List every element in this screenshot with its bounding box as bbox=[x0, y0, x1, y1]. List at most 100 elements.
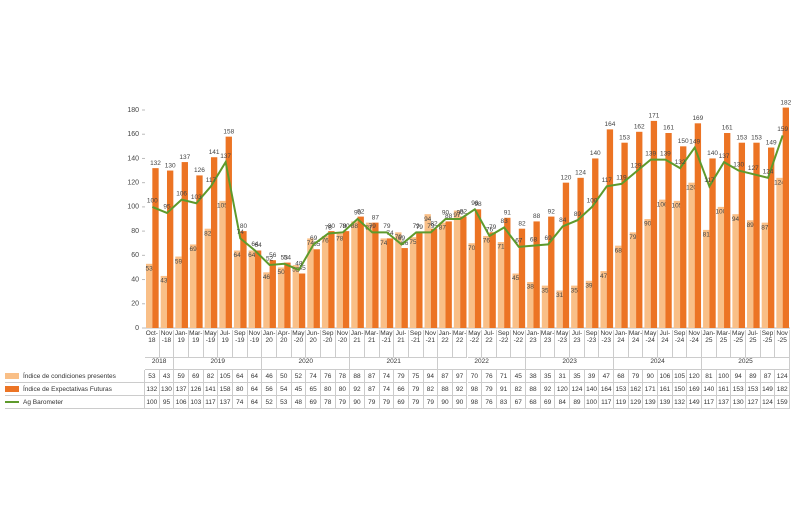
bar bbox=[600, 271, 607, 328]
category-label: Jul-22 bbox=[482, 330, 497, 358]
bar bbox=[474, 209, 482, 328]
bar bbox=[776, 177, 783, 328]
table-value: 79 bbox=[408, 383, 424, 396]
bar bbox=[409, 237, 417, 328]
table-value: 103 bbox=[188, 396, 204, 409]
table-value: 149 bbox=[760, 383, 776, 396]
table-value: 79 bbox=[379, 396, 395, 409]
table-value: 52 bbox=[262, 396, 277, 409]
table-value: 161 bbox=[658, 383, 673, 396]
category-label: Oct-18 bbox=[145, 330, 160, 358]
y-tick-label: 20 bbox=[131, 301, 139, 308]
category-label: Sep-22 bbox=[496, 330, 512, 358]
y-tick-label: 180 bbox=[127, 107, 139, 114]
category-label: Sep-25 bbox=[760, 330, 776, 358]
table-value: 87 bbox=[364, 370, 380, 383]
table-value: 78 bbox=[335, 370, 351, 383]
table-value: 95 bbox=[159, 396, 175, 409]
legend-swatch bbox=[5, 386, 19, 393]
bar bbox=[512, 273, 519, 328]
value-label: 103 bbox=[191, 194, 202, 201]
category-label: Mar-22 bbox=[452, 330, 468, 358]
table-value: 90 bbox=[350, 396, 365, 409]
table-value: 76 bbox=[482, 396, 497, 409]
bar bbox=[585, 280, 593, 328]
value-label: 75 bbox=[409, 239, 417, 246]
value-label: 130 bbox=[733, 161, 744, 168]
legend-entry: Ag Barometer bbox=[5, 396, 145, 409]
table-value: 119 bbox=[614, 396, 629, 409]
value-label: 141 bbox=[209, 149, 220, 156]
bar bbox=[629, 232, 637, 328]
bar bbox=[562, 182, 570, 328]
category-label: Jul-21 bbox=[394, 330, 409, 358]
table-value: 52 bbox=[291, 370, 307, 383]
table-value: 140 bbox=[702, 383, 717, 396]
value-label: 153 bbox=[619, 134, 630, 141]
table-value: 100 bbox=[145, 396, 160, 409]
value-label: 74 bbox=[237, 229, 245, 236]
bar bbox=[372, 222, 379, 328]
category-label: Mar-21 bbox=[364, 330, 380, 358]
value-label: 139 bbox=[645, 150, 656, 157]
bar bbox=[248, 250, 255, 328]
bar bbox=[548, 216, 555, 328]
bar bbox=[782, 107, 789, 328]
table-value: 80 bbox=[232, 383, 248, 396]
table-value: 141 bbox=[203, 383, 219, 396]
table-value: 64 bbox=[247, 383, 263, 396]
table-value: 74 bbox=[379, 370, 395, 383]
bar bbox=[665, 133, 672, 328]
value-label: 79 bbox=[629, 234, 637, 241]
table-value: 139 bbox=[658, 396, 673, 409]
value-label: 74 bbox=[386, 230, 394, 237]
value-label: 92 bbox=[548, 208, 556, 215]
bar bbox=[292, 265, 299, 328]
bar bbox=[621, 142, 628, 328]
category-label: Jul-23 bbox=[570, 330, 585, 358]
category-label: Sep-19 bbox=[232, 330, 248, 358]
table-value: 79 bbox=[423, 396, 439, 409]
table-value: 132 bbox=[145, 383, 160, 396]
category-label: Sep-21 bbox=[408, 330, 424, 358]
bar bbox=[152, 168, 159, 328]
table-value: 79 bbox=[394, 370, 409, 383]
category-label: Jan-22 bbox=[438, 330, 453, 358]
bar bbox=[416, 232, 423, 328]
table-value: 76 bbox=[320, 370, 336, 383]
table-value: 80 bbox=[335, 383, 351, 396]
line bbox=[151, 135, 784, 272]
value-label: 87 bbox=[439, 224, 447, 231]
value-label: 70 bbox=[468, 245, 476, 252]
table-value: 124 bbox=[760, 396, 776, 409]
bar bbox=[738, 142, 746, 328]
table-value: 67 bbox=[511, 396, 527, 409]
value-label: 79 bbox=[339, 223, 347, 230]
value-label: 87 bbox=[372, 214, 380, 221]
category-label: Jan-24 bbox=[614, 330, 629, 358]
value-label: 79 bbox=[369, 223, 377, 230]
year-label: 2018 bbox=[145, 358, 175, 370]
value-label: 53 bbox=[281, 255, 289, 262]
value-label: 98 bbox=[474, 201, 482, 208]
category-label: Jan-23 bbox=[526, 330, 541, 358]
value-label: 35 bbox=[571, 287, 579, 294]
value-label: 127 bbox=[748, 165, 759, 172]
value-label: 91 bbox=[504, 210, 512, 217]
value-label: 56 bbox=[269, 252, 277, 259]
table-value: 137 bbox=[716, 396, 732, 409]
category-label: Nov-19 bbox=[247, 330, 263, 358]
table-value: 69 bbox=[306, 396, 321, 409]
value-label: 90 bbox=[644, 221, 652, 228]
value-label: 71 bbox=[497, 244, 505, 251]
table-value: 83 bbox=[496, 396, 512, 409]
table-value: 89 bbox=[746, 370, 761, 383]
bar bbox=[321, 235, 329, 328]
bar bbox=[747, 220, 754, 328]
value-label: 38 bbox=[527, 284, 535, 291]
table-value: 46 bbox=[262, 370, 277, 383]
category-label: Nov-20 bbox=[335, 330, 351, 358]
category-label: May-20 bbox=[291, 330, 307, 358]
table-value: 106 bbox=[174, 396, 189, 409]
